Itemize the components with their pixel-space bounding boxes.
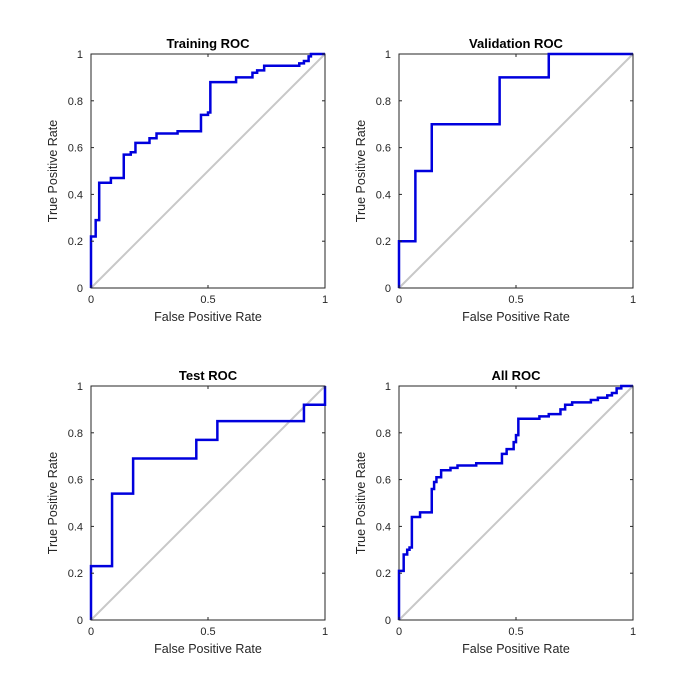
y-axis-label: True Positive Rate xyxy=(46,452,60,554)
chart-title: Training ROC xyxy=(166,36,250,51)
y-tick-label: 0.4 xyxy=(68,521,83,533)
roc-curve-line xyxy=(89,386,327,620)
y-tick-label: 0.4 xyxy=(376,189,391,201)
y-axis-label: True Positive Rate xyxy=(354,452,368,554)
x-axis-label: False Positive Rate xyxy=(154,310,262,324)
chance-diagonal-line xyxy=(90,385,326,621)
x-tick-label: 1 xyxy=(322,294,328,306)
y-tick-label: 0 xyxy=(77,283,83,295)
y-tick-label: 1 xyxy=(77,49,83,61)
roc-curve-line xyxy=(397,384,633,620)
x-tick-label: 1 xyxy=(322,626,328,638)
roc-curve-line xyxy=(397,52,633,288)
y-tick-label: 0.8 xyxy=(68,96,83,108)
y-tick-label: 0.4 xyxy=(68,189,83,201)
x-tick-label: 0 xyxy=(88,626,94,638)
x-tick-label: 0.5 xyxy=(200,626,215,638)
x-axis-label: False Positive Rate xyxy=(154,642,262,656)
y-tick-label: 0.6 xyxy=(68,143,83,155)
y-axis-label: True Positive Rate xyxy=(46,120,60,222)
y-tick-label: 0 xyxy=(385,615,391,627)
x-tick-label: 0 xyxy=(88,294,94,306)
y-tick-label: 0.6 xyxy=(376,143,391,155)
y-tick-label: 0 xyxy=(385,283,391,295)
chance-diagonal-line xyxy=(90,53,326,289)
y-tick-label: 1 xyxy=(385,49,391,61)
x-tick-label: 0.5 xyxy=(200,294,215,306)
y-tick-label: 0.2 xyxy=(68,236,83,248)
y-tick-label: 0.6 xyxy=(376,475,391,487)
x-axis-label: False Positive Rate xyxy=(462,310,570,324)
roc-curve-line xyxy=(89,52,325,288)
y-tick-label: 0.4 xyxy=(376,521,391,533)
y-tick-label: 0.2 xyxy=(68,568,83,580)
y-tick-label: 1 xyxy=(385,381,391,393)
y-tick-label: 0.6 xyxy=(68,475,83,487)
y-axis-label: True Positive Rate xyxy=(354,120,368,222)
y-tick-label: 0 xyxy=(77,615,83,627)
x-tick-label: 0.5 xyxy=(508,294,523,306)
roc-panel-0: 0 0.5 1 0 0.2 0.4 0.6 0.8 1 Training ROC False Pos… xyxy=(46,36,328,324)
chart-title: All ROC xyxy=(491,368,541,383)
x-tick-label: 1 xyxy=(630,626,636,638)
y-tick-label: 1 xyxy=(77,381,83,393)
x-tick-label: 0 xyxy=(396,294,402,306)
y-tick-label: 0.8 xyxy=(376,428,391,440)
roc-panel-2: 0 0.5 1 0 0.2 0.4 0.6 0.8 1 Test ROC False Positiv… xyxy=(46,368,328,656)
y-tick-label: 0.8 xyxy=(68,428,83,440)
chart-title: Validation ROC xyxy=(469,36,564,51)
y-tick-label: 0.2 xyxy=(376,236,391,248)
roc-panel-3: 0 0.5 1 0 0.2 0.4 0.6 0.8 1 All ROC False Positive… xyxy=(354,368,636,656)
x-tick-label: 0.5 xyxy=(508,626,523,638)
y-tick-label: 0.8 xyxy=(376,96,391,108)
chance-diagonal-line xyxy=(398,53,634,289)
roc-panel-1: 0 0.5 1 0 0.2 0.4 0.6 0.8 1 Validation ROC False P… xyxy=(354,36,636,324)
x-tick-label: 1 xyxy=(630,294,636,306)
chance-diagonal-line xyxy=(398,385,634,621)
x-axis-label: False Positive Rate xyxy=(462,642,570,656)
y-tick-label: 0.2 xyxy=(376,568,391,580)
x-tick-label: 0 xyxy=(396,626,402,638)
chart-title: Test ROC xyxy=(179,368,238,383)
